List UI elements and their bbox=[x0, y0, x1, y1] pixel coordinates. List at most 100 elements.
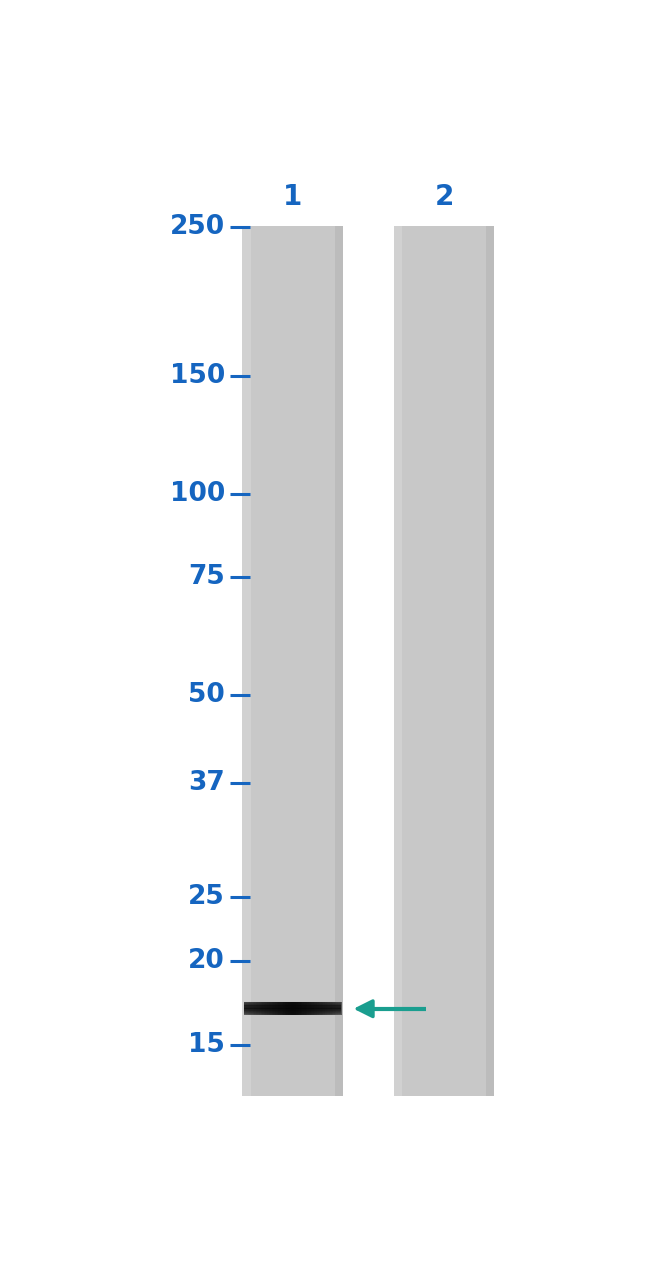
Bar bbox=[290, 1002, 292, 1015]
Bar bbox=[244, 1003, 341, 1005]
Bar bbox=[248, 1002, 250, 1015]
Bar bbox=[264, 1002, 266, 1015]
Text: 75: 75 bbox=[188, 564, 225, 591]
Bar bbox=[244, 1003, 341, 1005]
Bar bbox=[330, 1002, 332, 1015]
Text: 1: 1 bbox=[283, 183, 302, 211]
Bar bbox=[486, 226, 495, 1096]
Bar bbox=[259, 1002, 261, 1015]
Bar bbox=[246, 1002, 248, 1015]
Bar bbox=[393, 226, 402, 1096]
Bar bbox=[265, 1002, 268, 1015]
Text: 100: 100 bbox=[170, 480, 225, 507]
Bar bbox=[294, 1002, 296, 1015]
Bar bbox=[314, 1002, 316, 1015]
Bar bbox=[244, 1002, 341, 1003]
Bar bbox=[244, 1008, 341, 1010]
Bar bbox=[244, 1011, 341, 1012]
Text: 2: 2 bbox=[434, 183, 454, 211]
Bar bbox=[252, 1002, 255, 1015]
Text: 250: 250 bbox=[170, 215, 225, 240]
Bar bbox=[336, 1002, 339, 1015]
Bar bbox=[292, 1002, 295, 1015]
Bar bbox=[280, 1002, 282, 1015]
Bar bbox=[244, 1008, 341, 1010]
Bar bbox=[244, 1010, 341, 1011]
Bar bbox=[270, 1002, 272, 1015]
Bar bbox=[244, 1012, 341, 1013]
Bar bbox=[277, 1002, 279, 1015]
Text: 50: 50 bbox=[188, 682, 225, 709]
Bar bbox=[288, 1002, 290, 1015]
Bar bbox=[244, 1007, 341, 1008]
Text: 150: 150 bbox=[170, 363, 225, 389]
Bar bbox=[244, 1008, 341, 1010]
Bar bbox=[244, 1010, 341, 1011]
Bar bbox=[242, 226, 343, 1096]
Bar bbox=[261, 1002, 263, 1015]
Bar bbox=[304, 1002, 306, 1015]
Bar bbox=[318, 1002, 320, 1015]
Bar bbox=[311, 1002, 313, 1015]
Bar bbox=[244, 1013, 341, 1015]
Bar bbox=[244, 1013, 341, 1015]
Bar bbox=[335, 1002, 337, 1015]
Bar bbox=[244, 1005, 341, 1006]
Bar bbox=[244, 1011, 341, 1012]
Bar bbox=[309, 1002, 311, 1015]
Bar bbox=[244, 1006, 341, 1007]
Bar bbox=[287, 1002, 289, 1015]
Bar bbox=[244, 1010, 341, 1011]
Text: 15: 15 bbox=[188, 1033, 225, 1058]
Bar bbox=[244, 1007, 341, 1008]
Bar bbox=[302, 1002, 305, 1015]
Bar bbox=[299, 1002, 302, 1015]
Bar bbox=[324, 1002, 326, 1015]
Bar bbox=[244, 1012, 341, 1013]
Bar bbox=[325, 1002, 327, 1015]
Bar bbox=[244, 1002, 246, 1015]
Bar bbox=[244, 1006, 341, 1007]
Bar bbox=[272, 1002, 274, 1015]
Text: 20: 20 bbox=[188, 949, 225, 974]
Bar bbox=[315, 1002, 317, 1015]
Bar bbox=[335, 226, 343, 1096]
Bar bbox=[301, 1002, 303, 1015]
Bar bbox=[254, 1002, 256, 1015]
Bar bbox=[320, 1002, 322, 1015]
Bar bbox=[328, 1002, 330, 1015]
Bar bbox=[244, 1006, 341, 1007]
Bar bbox=[250, 1002, 252, 1015]
Bar bbox=[242, 226, 250, 1096]
Text: 37: 37 bbox=[188, 770, 225, 795]
Bar bbox=[338, 1002, 340, 1015]
Bar bbox=[296, 1002, 298, 1015]
Bar bbox=[268, 1002, 271, 1015]
Bar bbox=[281, 1002, 283, 1015]
Bar bbox=[333, 1002, 335, 1015]
Bar bbox=[244, 1001, 341, 1002]
Text: 25: 25 bbox=[188, 884, 225, 909]
Bar bbox=[278, 1002, 280, 1015]
Bar bbox=[307, 1002, 309, 1015]
Bar bbox=[244, 1007, 341, 1008]
Bar bbox=[244, 1005, 341, 1006]
Bar bbox=[327, 1002, 329, 1015]
Bar bbox=[244, 1005, 341, 1006]
Bar bbox=[322, 1002, 324, 1015]
Bar bbox=[244, 1003, 341, 1005]
Bar bbox=[257, 1002, 259, 1015]
Bar bbox=[332, 1002, 333, 1015]
Bar bbox=[283, 1002, 285, 1015]
Bar bbox=[244, 1011, 341, 1012]
Bar bbox=[393, 226, 495, 1096]
Bar bbox=[298, 1002, 300, 1015]
Bar bbox=[291, 1002, 293, 1015]
Bar bbox=[306, 1002, 308, 1015]
Bar bbox=[339, 1002, 342, 1015]
Bar bbox=[262, 1002, 265, 1015]
Bar bbox=[255, 1002, 258, 1015]
Bar bbox=[274, 1002, 276, 1015]
Bar bbox=[244, 1012, 341, 1013]
Bar bbox=[267, 1002, 269, 1015]
